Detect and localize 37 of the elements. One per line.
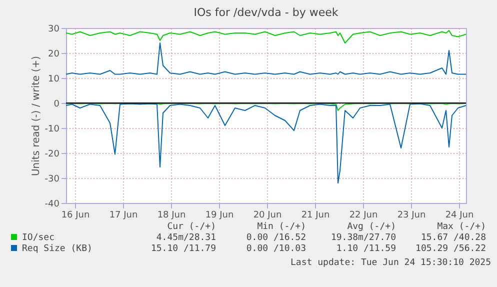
x-tick-label: 20 Jun bbox=[253, 210, 282, 220]
y-tick-label: 0 bbox=[54, 100, 60, 110]
text: 19.38m/27.70 bbox=[330, 233, 396, 243]
text: Min (-/+) bbox=[257, 222, 306, 232]
y-tick-label: -40 bbox=[44, 200, 60, 210]
text: 15.10 /11.79 bbox=[150, 244, 216, 254]
x-tick-label: 24 Jun bbox=[445, 210, 474, 220]
text: Cur (-/+) bbox=[167, 222, 216, 232]
text: 0.00 /10.03 bbox=[246, 244, 306, 254]
y-tick-label: -20 bbox=[44, 150, 60, 160]
text: 0.00 /16.52 bbox=[246, 233, 306, 243]
x-tick-label: 16 Jun bbox=[61, 210, 90, 220]
x-tick-label: 19 Jun bbox=[205, 210, 234, 220]
y-tick-label: 10 bbox=[48, 74, 60, 84]
x-tick-label: 17 Jun bbox=[109, 210, 138, 220]
line-series bbox=[66, 103, 466, 184]
text: Avg (-/+) bbox=[347, 222, 396, 232]
legend-label: Req Size (KB) bbox=[22, 244, 92, 254]
line-series bbox=[66, 42, 466, 75]
y-tick-label: -10 bbox=[44, 124, 60, 134]
x-tick-label: 22 Jun bbox=[349, 210, 378, 220]
text: 15.67 /40.28 bbox=[420, 233, 486, 243]
line-series bbox=[66, 30, 466, 44]
x-tick-label: 21 Jun bbox=[301, 210, 330, 220]
x-tick-label: 23 Jun bbox=[397, 210, 426, 220]
text: Last update: Tue Jun 24 15:30:10 2025 bbox=[290, 258, 491, 268]
y-tick-label: 20 bbox=[48, 50, 60, 60]
text: Max (-/+) bbox=[437, 222, 486, 232]
text: 105.29 /56.22 bbox=[416, 244, 486, 254]
legend-label: IO/sec bbox=[22, 233, 55, 243]
text: 1.10 /11.59 bbox=[336, 244, 396, 254]
y-tick-label: -30 bbox=[44, 174, 60, 184]
y-tick-label: 30 bbox=[48, 24, 60, 34]
y-axis-title: Units read (-) / write (+) bbox=[30, 56, 42, 176]
text: 4.45m/28.31 bbox=[156, 233, 216, 243]
chart-title: IOs for /dev/vda - by week bbox=[194, 6, 339, 19]
x-tick-label: 18 Jun bbox=[157, 210, 186, 220]
